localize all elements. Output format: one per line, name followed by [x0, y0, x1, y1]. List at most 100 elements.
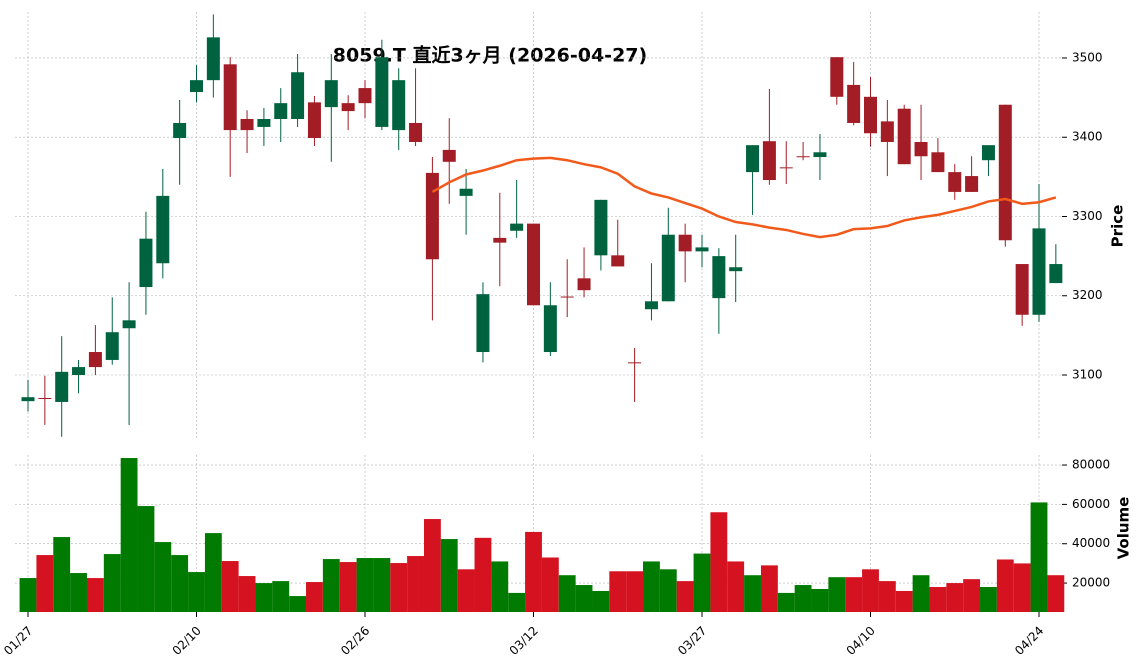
candle-body [712, 256, 726, 299]
volume-bar [289, 596, 307, 612]
volume-bar [1013, 563, 1031, 612]
candle-body [425, 172, 439, 260]
volume-bar [912, 575, 930, 612]
candle-body [914, 141, 928, 157]
volume-bar [306, 582, 323, 612]
candle-body [543, 305, 557, 353]
volume-bar [659, 569, 677, 612]
volume-bar [103, 554, 121, 612]
volume-bar [811, 588, 829, 612]
volume-bar [609, 571, 627, 612]
volume-bar [272, 581, 290, 612]
candle-body [880, 121, 894, 142]
candle-body [442, 149, 456, 162]
candle-body [476, 294, 490, 353]
candle-body [459, 188, 473, 196]
volume-bar [86, 578, 104, 612]
candle-body [72, 367, 86, 376]
candle-body [779, 167, 793, 169]
candle-body [746, 145, 760, 173]
candle-body [661, 234, 675, 302]
volume-bar [120, 458, 138, 612]
candle-body [341, 103, 355, 112]
volume-bar [238, 576, 256, 612]
volume-bar [760, 565, 778, 612]
candle-body [55, 371, 69, 402]
volume-bar [996, 559, 1014, 612]
volume-bar [558, 575, 576, 612]
candle-body [190, 80, 203, 93]
candle-body [644, 301, 658, 310]
candle-body [931, 152, 945, 173]
x-tick-label: 02/26 [338, 624, 372, 658]
volume-bar [255, 583, 273, 612]
volume-bar [845, 577, 863, 612]
volume-bar [356, 558, 374, 612]
candle-body [965, 176, 979, 192]
y-axis-label: Price [1109, 205, 1127, 248]
candle-body [560, 296, 574, 298]
y-tick-label: 3100 [1072, 368, 1103, 382]
candle-body [628, 362, 642, 364]
candle-body [1032, 228, 1046, 315]
chart-title: 8059.T 直近3ヶ月 (2026-04-27) [333, 44, 647, 67]
candle-body [762, 141, 776, 181]
y-tick-label: 3400 [1072, 130, 1103, 144]
volume-bar [946, 583, 964, 612]
volume-bar [36, 555, 54, 612]
candle-body [678, 234, 692, 252]
candle-body [493, 237, 507, 243]
volume-bar [188, 572, 205, 612]
volume-bar [828, 577, 846, 612]
volume-bar [794, 585, 812, 612]
volume-bar [423, 519, 441, 612]
volume-bar [407, 556, 424, 612]
y-tick-label: 3300 [1072, 209, 1103, 223]
volume-bar [575, 585, 593, 612]
volume-bar [53, 537, 71, 612]
volume-bar [137, 506, 155, 612]
volume-bar [19, 578, 37, 612]
volume-bar [204, 533, 222, 612]
candle-body [1049, 264, 1063, 284]
y-tick-label: 80000 [1072, 458, 1110, 472]
candle-body [864, 96, 877, 134]
volume-bar [525, 531, 542, 612]
y-tick-label: 3500 [1072, 50, 1103, 64]
candle-body [122, 320, 136, 329]
y-tick-label: 40000 [1072, 536, 1110, 550]
candle-body [206, 37, 220, 81]
y-tick-label: 3200 [1072, 288, 1103, 302]
candle-body [38, 397, 52, 399]
candle-body [223, 64, 237, 131]
candle-body [409, 122, 423, 142]
moving-average-line [431, 156, 1057, 239]
volume-bar [643, 561, 660, 612]
candle-body [257, 119, 271, 127]
volume-bar [154, 542, 172, 612]
volume-bar [221, 561, 239, 612]
volume-bar [541, 557, 559, 612]
candle-body [695, 247, 709, 252]
volume-bar [508, 592, 526, 612]
y-tick-label: 60000 [1072, 497, 1110, 511]
candle-body [173, 122, 187, 139]
candle-body [307, 102, 321, 139]
volume-bar [339, 562, 357, 612]
x-tick-label: 04/10 [844, 624, 878, 658]
volume-bar [727, 561, 745, 612]
volume-bar [474, 537, 492, 612]
volume-bar [491, 561, 509, 612]
volume-bar [929, 587, 947, 612]
candle-body [510, 223, 524, 231]
volume-bar [895, 590, 913, 612]
y-axis-label: Volume [1115, 497, 1133, 560]
candle-body [830, 57, 844, 97]
volume-bar [744, 575, 761, 612]
candle-body [1015, 264, 1029, 315]
candle-body [375, 57, 389, 127]
volume-bar [626, 571, 644, 612]
x-tick-label: 04/24 [1012, 624, 1046, 658]
volume-bar [980, 587, 997, 612]
candle-body [897, 108, 911, 165]
